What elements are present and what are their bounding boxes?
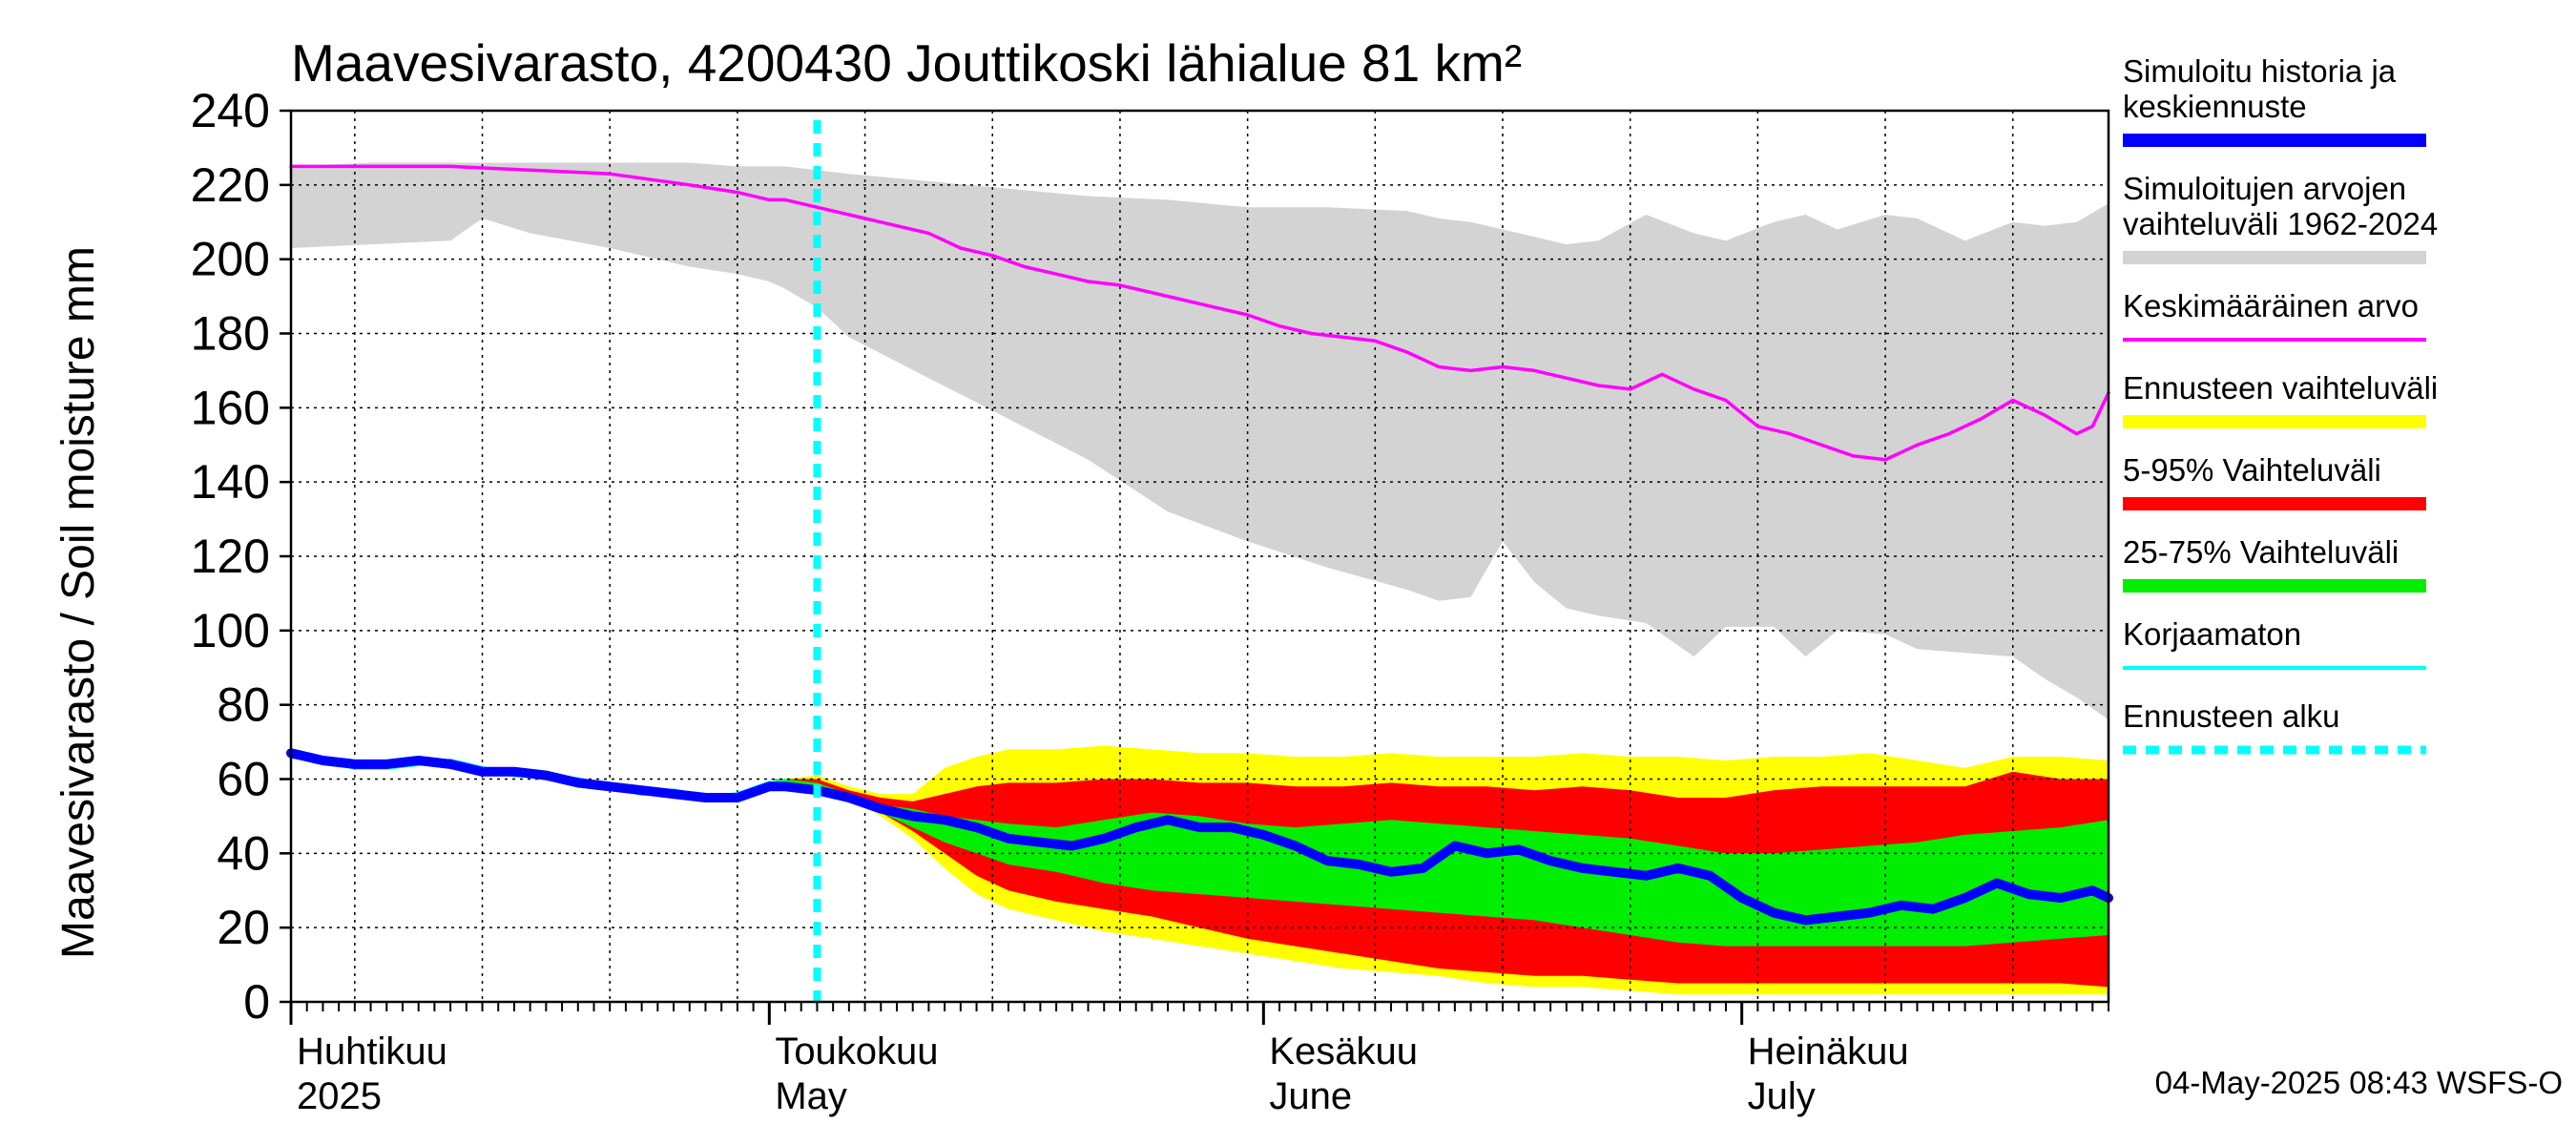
y-tick-label-200: 200 (191, 233, 270, 286)
y-tick-label-60: 60 (217, 753, 270, 806)
x-month-label-2: Kesäkuu (1269, 1030, 1418, 1072)
x-month-sublabel-1: May (775, 1075, 847, 1117)
x-month-label-3: Heinäkuu (1748, 1030, 1909, 1072)
x-month-sublabel-2: June (1269, 1075, 1352, 1117)
y-tick-label-0: 0 (243, 975, 270, 1029)
legend-item-3: Ennusteen vaihteluväli (2123, 370, 2438, 428)
grid (291, 111, 2109, 1002)
legend-item-4: 5-95% Vaihteluväli (2123, 452, 2426, 510)
y-tick-label-140: 140 (191, 455, 270, 509)
legend-label: Korjaamaton (2123, 616, 2301, 652)
timestamp-footer: 04-May-2025 08:43 WSFS-O (2155, 1065, 2563, 1100)
y-tick-label-120: 120 (191, 530, 270, 583)
y-tick-label-220: 220 (191, 158, 270, 212)
legend-label: vaihteluväli 1962-2024 (2123, 206, 2438, 241)
series-line-2 (286, 748, 2113, 926)
x-month-label-1: Toukokuu (775, 1030, 938, 1072)
legend-label: Ennusteen vaihteluväli (2123, 370, 2438, 406)
legend-item-5: 25-75% Vaihteluväli (2123, 534, 2426, 593)
y-axis-label: Maavesivarasto / Soil moisture mm (53, 246, 104, 959)
legend-label: 25-75% Vaihteluväli (2123, 534, 2399, 570)
x-month-sublabel-0: 2025 (297, 1075, 382, 1117)
legend-label: Simuloitu historia ja (2123, 53, 2397, 89)
y-tick-label-80: 80 (217, 678, 270, 732)
y-tick-label-240: 240 (191, 84, 270, 137)
y-tick-label-180: 180 (191, 307, 270, 361)
y-tick-label-20: 20 (217, 901, 270, 954)
legend-label: 5-95% Vaihteluväli (2123, 452, 2381, 488)
chart-title: Maavesivarasto, 4200430 Jouttikoski lähi… (291, 33, 1522, 93)
legend-label: Keskimääräinen arvo (2123, 288, 2419, 323)
plot-area: 0 20 40 60 80 100 120 140 160 180 200 220 240 Huhtiku… (191, 84, 2113, 1117)
y-tick-label-40: 40 (217, 826, 270, 880)
y-tick-label-100: 100 (191, 604, 270, 657)
band-0 (291, 162, 2109, 720)
x-month-label-0: Huhtikuu (297, 1030, 447, 1072)
legend-item-6: Korjaamaton (2123, 616, 2426, 670)
x-month-sublabel-3: July (1748, 1075, 1816, 1117)
legend-item-7: Ennusteen alku (2123, 698, 2426, 755)
series-line-0 (289, 164, 2110, 462)
legend-item-2: Keskimääräinen arvo (2123, 288, 2426, 342)
legend-label: Ennusteen alku (2123, 698, 2340, 734)
y-tick-label-160: 160 (191, 381, 270, 434)
legend-label: keskiennuste (2123, 89, 2307, 124)
legend: Simuloitu historia jakeskiennusteSimuloi… (2123, 53, 2438, 755)
legend-label: Simuloitujen arvojen (2123, 171, 2406, 206)
